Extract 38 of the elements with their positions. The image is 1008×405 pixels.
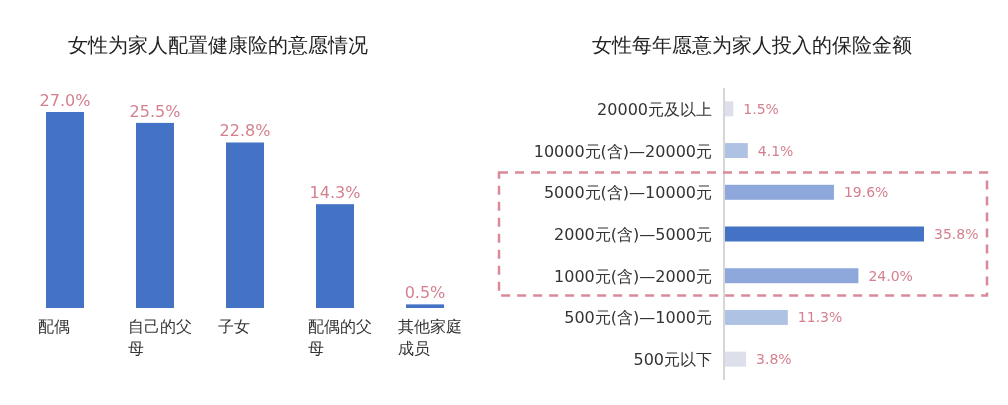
data-label: 4.1%	[757, 142, 794, 159]
bar	[725, 309, 788, 325]
x-tick-label: 其他家庭成员	[398, 317, 462, 358]
y-tick-label: 10000元(含)—20000元	[533, 141, 712, 161]
y-tick-label: 1000元(含)—2000元	[554, 266, 712, 286]
y-tick-label: 500元(含)—1000元	[564, 308, 712, 328]
data-label: 3.8%	[756, 351, 792, 368]
bar	[725, 351, 747, 367]
data-label: 35.8%	[934, 226, 979, 242]
bar	[725, 226, 924, 242]
bar	[406, 304, 444, 308]
x-tick-label: 配偶	[38, 317, 70, 336]
chart-title: 女性每年愿意为家人投入的保险金额	[592, 33, 912, 57]
bar	[725, 184, 834, 200]
data-label: 27.0%	[39, 91, 91, 110]
bar	[46, 112, 84, 308]
chart-title: 女性为家人配置健康险的意愿情况	[68, 33, 368, 57]
x-tick-label: 自己的父母	[128, 317, 192, 358]
y-tick-label: 2000元(含)—5000元	[554, 225, 712, 244]
data-label: 25.5%	[129, 101, 181, 121]
data-label: 24.0%	[868, 267, 913, 284]
bar	[725, 101, 734, 117]
data-label: 0.5%	[404, 283, 446, 303]
y-tick-label: 500元以下	[633, 350, 712, 370]
bar	[226, 142, 264, 308]
x-tick-label: 配偶的父母	[308, 317, 372, 358]
y-tick-label: 20000元及以上	[597, 99, 712, 119]
bar	[725, 143, 748, 159]
data-label: 11.3%	[797, 309, 843, 326]
y-tick-label: 5000元(含)—10000元	[543, 183, 712, 203]
data-label: 22.8%	[219, 121, 271, 141]
x-tick-label: 子女	[218, 317, 250, 336]
bar	[316, 204, 354, 308]
bar	[136, 122, 174, 308]
data-label: 14.3%	[309, 183, 361, 203]
data-label: 19.6%	[843, 184, 889, 201]
data-label: 1.5%	[743, 100, 779, 117]
bar	[725, 268, 859, 284]
